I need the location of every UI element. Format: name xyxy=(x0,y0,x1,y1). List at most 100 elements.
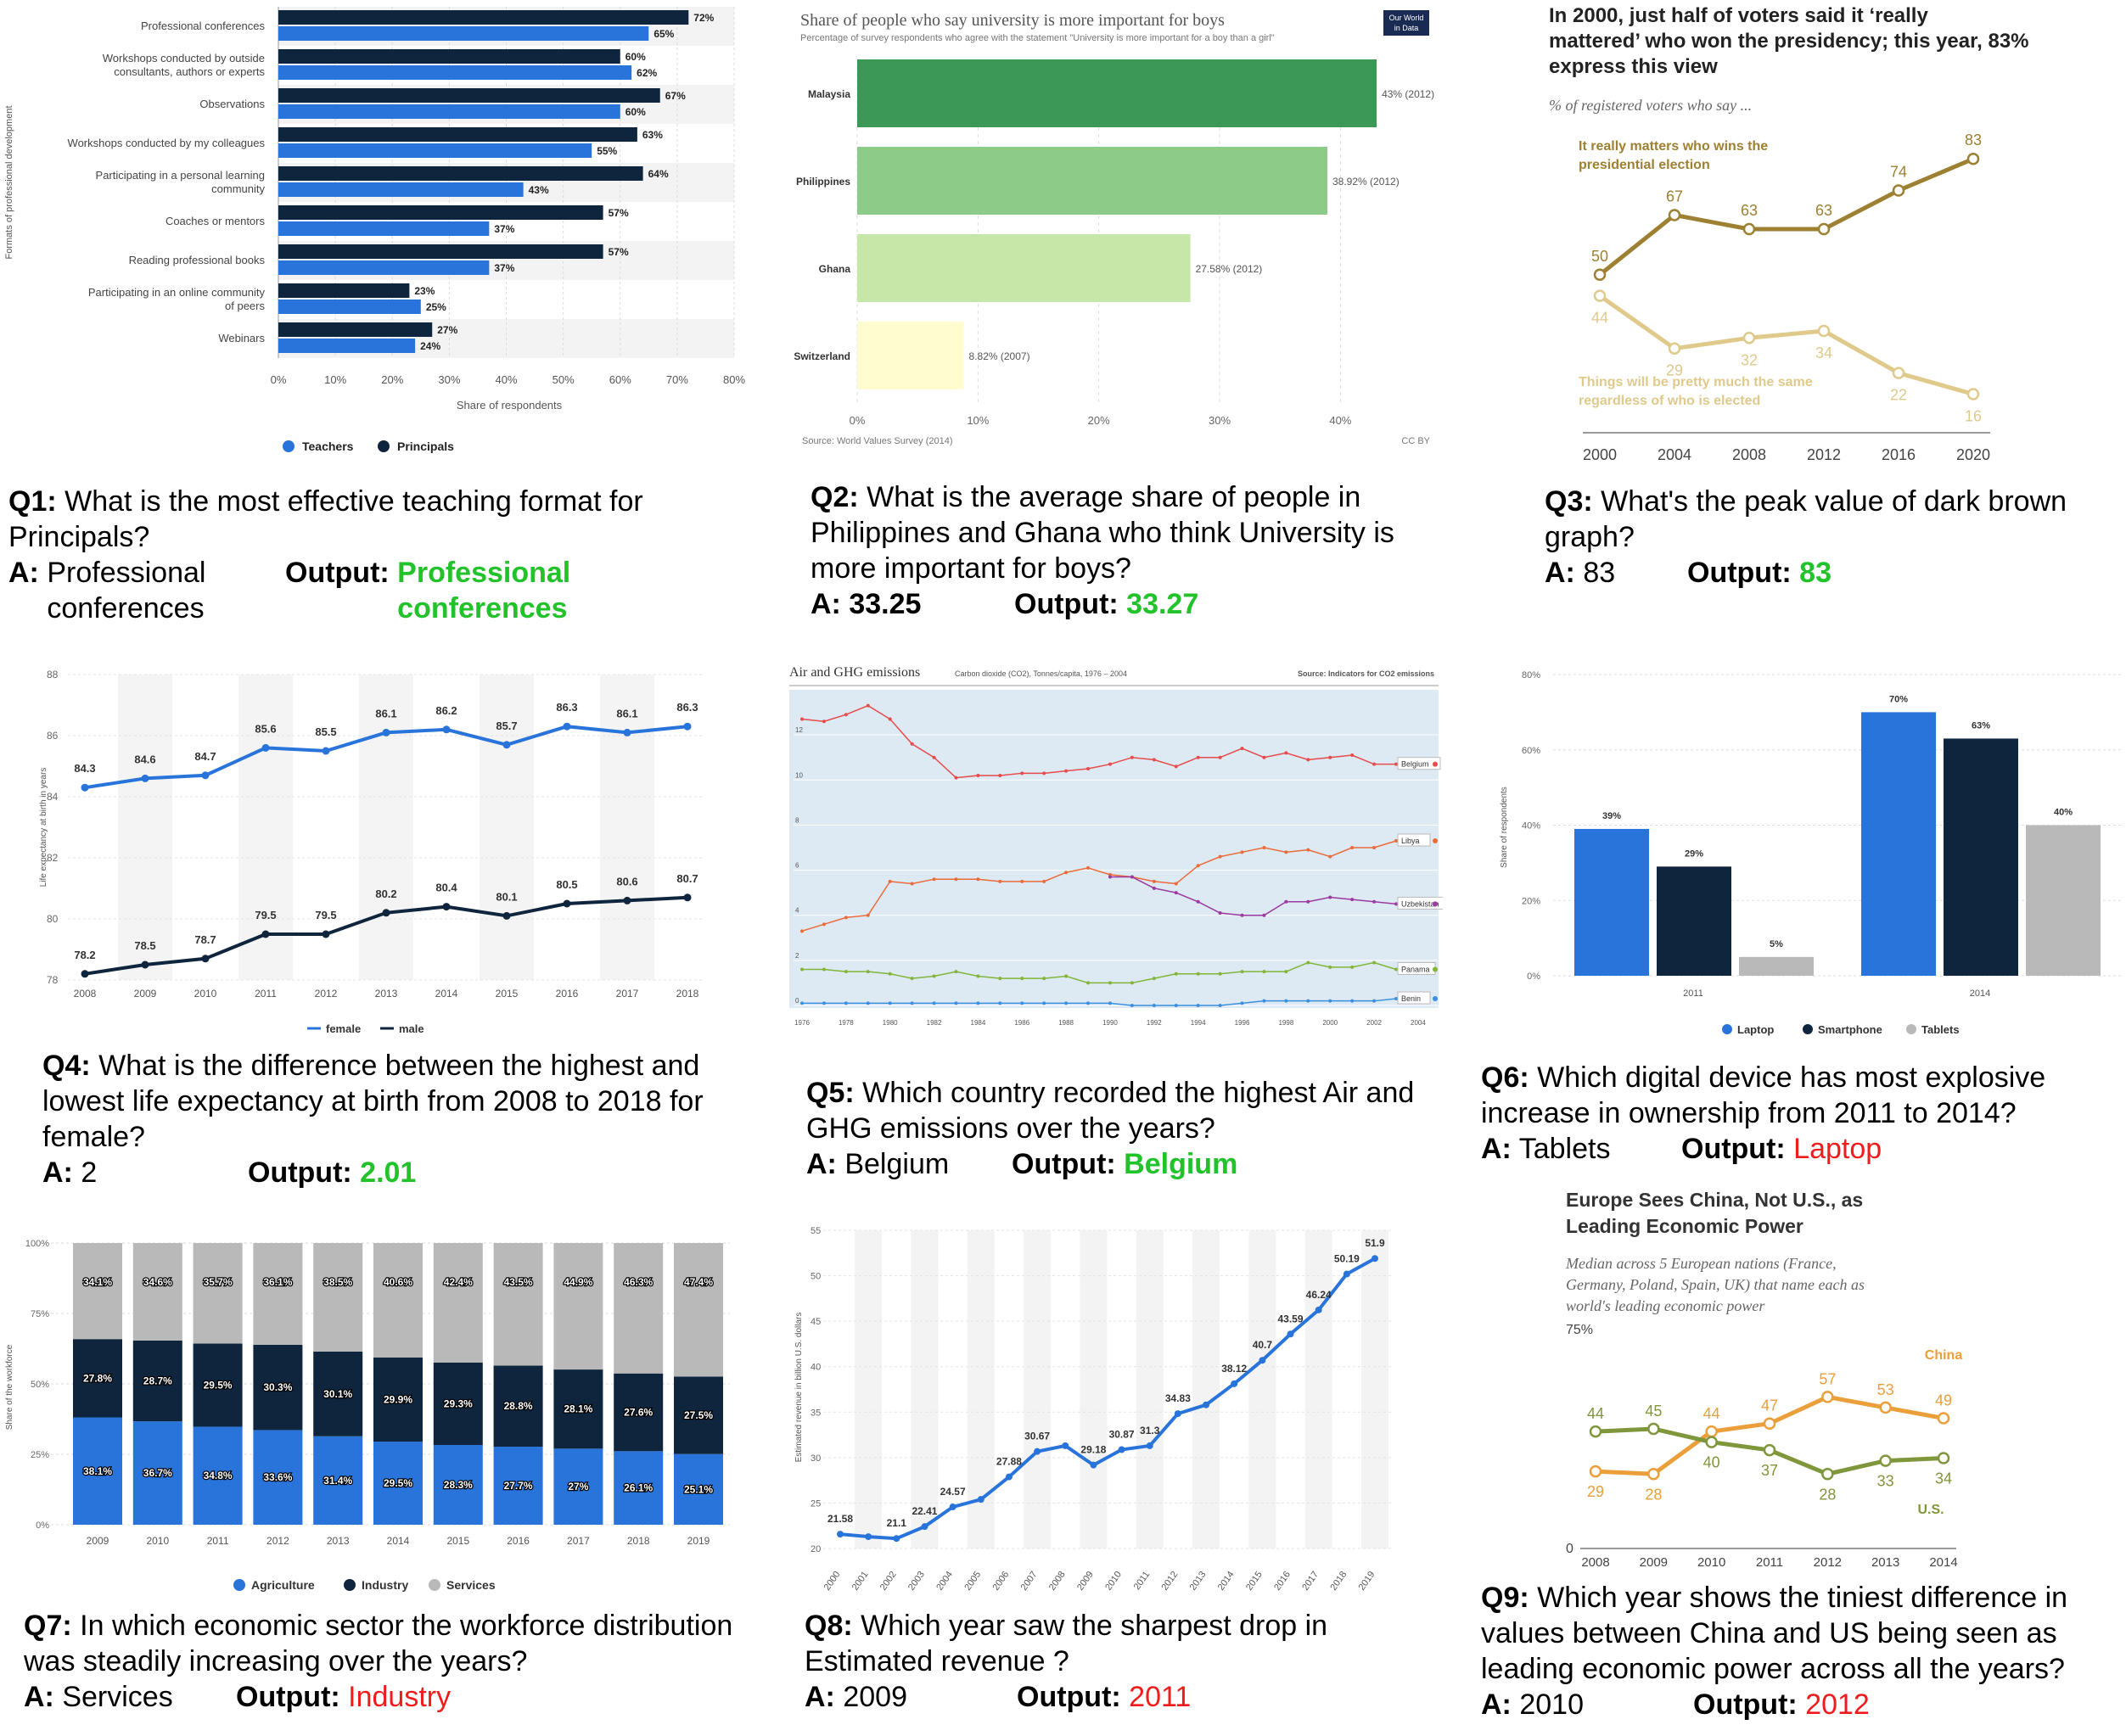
data-point xyxy=(1350,753,1355,758)
bar-teachers xyxy=(278,65,632,80)
answer-label: A: xyxy=(8,557,39,589)
bar-segment-agriculture xyxy=(313,1436,363,1525)
legend-dot xyxy=(429,1579,440,1591)
data-point xyxy=(1328,895,1332,899)
data-point xyxy=(998,879,1002,883)
chart-3-presidency: In 2000, just half of voters said it ‘re… xyxy=(1549,4,2029,463)
value-label: 29% xyxy=(1685,848,1703,859)
y-tick-label: 2 xyxy=(795,952,799,960)
data-point xyxy=(954,776,958,780)
data-label: 34 xyxy=(1935,1470,1952,1487)
data-point xyxy=(866,703,870,708)
data-point xyxy=(954,877,958,882)
bar-principals xyxy=(278,49,620,64)
x-tick-label: 70% xyxy=(666,373,688,386)
data-label: 85.7 xyxy=(496,720,517,732)
x-tick-label: 30% xyxy=(1209,414,1231,427)
segment-label: 27.8% xyxy=(83,1372,112,1384)
series-label: regardless of who is elected xyxy=(1579,394,1760,408)
data-point xyxy=(502,741,511,749)
legend-item: Agriculture xyxy=(251,1578,315,1592)
data-label: 85.6 xyxy=(255,722,276,735)
bar-segment-industry xyxy=(433,1362,483,1446)
qa-block-8: Q8: Which year saw the sharpest drop in … xyxy=(805,1608,1416,1715)
data-point xyxy=(954,1001,958,1005)
value-label: 57% xyxy=(609,207,629,219)
data-point xyxy=(866,1001,870,1005)
y-axis-title: Formats of professional development xyxy=(4,106,14,260)
y-tick-label: 20% xyxy=(1522,896,1540,906)
data-point xyxy=(822,967,826,972)
x-tick-label: 2011 xyxy=(1132,1570,1152,1592)
legend-male: male xyxy=(399,1022,424,1035)
x-tick-label: 40% xyxy=(1329,414,1351,427)
q-label: Q9: xyxy=(1481,1582,1529,1614)
data-point xyxy=(888,972,892,976)
data-point xyxy=(1879,1454,1892,1467)
y-tick-label: 0% xyxy=(1527,972,1540,982)
x-tick-label: 2010 xyxy=(1103,1570,1124,1593)
chart-subtitle: Median across 5 European nations (France… xyxy=(1565,1255,1837,1273)
value-label: 23% xyxy=(414,285,435,297)
series-end-marker xyxy=(1433,838,1438,844)
y-tick-label: 0% xyxy=(36,1520,49,1531)
data-point xyxy=(322,930,330,938)
bar-segment-industry xyxy=(313,1351,363,1436)
value-label: 39% xyxy=(1602,811,1621,821)
series-line-benin xyxy=(802,998,1397,1006)
data-label: 79.5 xyxy=(255,909,276,921)
data-point xyxy=(822,922,826,927)
series-tag xyxy=(1397,757,1441,770)
data-point xyxy=(1350,999,1355,1003)
output-label: Output: xyxy=(285,557,390,589)
bar-segment-services xyxy=(614,1243,664,1374)
data-point xyxy=(1042,879,1046,883)
data-point xyxy=(1042,771,1046,776)
y-tick-label: 25% xyxy=(31,1450,49,1460)
year-band xyxy=(118,675,172,980)
data-point xyxy=(1343,1270,1350,1278)
data-point xyxy=(1937,1452,1950,1464)
q-label: Q6: xyxy=(1481,1061,1529,1094)
data-point xyxy=(1372,899,1377,904)
output-label: Output: xyxy=(1681,1133,1786,1165)
data-label: 29 xyxy=(1666,362,1683,379)
data-point xyxy=(1647,1468,1660,1481)
chart-8-panel: 20 25 30 35 40 45 50 55 2000 2001 2002 2003 2004 2005… xyxy=(789,1218,1400,1608)
answer-text: Tablets xyxy=(1518,1133,1611,1165)
x-tick-label: 2008 xyxy=(1732,446,1766,463)
data-point xyxy=(1593,289,1607,302)
x-tick-label: 30% xyxy=(438,373,460,386)
series-label: Panama xyxy=(1401,965,1430,973)
data-point xyxy=(1742,332,1756,344)
data-label: 80.5 xyxy=(556,878,577,891)
x-tick-label: 1980 xyxy=(883,1019,898,1027)
data-point xyxy=(1328,999,1332,1003)
y-tick-label: 80 xyxy=(47,913,59,925)
output-text: Industry xyxy=(348,1681,452,1713)
qa-block-6: Q6: Which digital device has most explos… xyxy=(1481,1060,2075,1167)
x-tick-label: 0% xyxy=(850,414,866,427)
category-label: Participating in a personal learning xyxy=(96,169,265,182)
category-label: Malaysia xyxy=(808,88,850,100)
data-label: 63 xyxy=(1815,202,1832,219)
bar-principals xyxy=(278,88,660,103)
x-tick-label: 1992 xyxy=(1147,1019,1162,1027)
owid-logo-line: in Data xyxy=(1394,24,1419,32)
data-point xyxy=(1328,854,1332,859)
data-point xyxy=(1174,972,1178,976)
data-point xyxy=(1262,846,1266,849)
bar-segment-services xyxy=(553,1243,603,1370)
x-tick-label: 2015 xyxy=(496,988,519,1000)
category-label: Workshops conducted by my colleagues xyxy=(68,137,266,149)
y-tick-label: 45 xyxy=(811,1317,821,1327)
x-tick-label: 2014 xyxy=(1970,988,1990,999)
data-label: 74 xyxy=(1890,163,1907,180)
data-point xyxy=(1350,846,1355,849)
bar-segment-services xyxy=(373,1243,423,1358)
x-tick-label: 2009 xyxy=(1075,1570,1096,1593)
data-label: 32 xyxy=(1741,351,1758,368)
data-point xyxy=(1240,747,1244,751)
x-tick-label: 2015 xyxy=(446,1535,469,1547)
x-tick-label: 2004 xyxy=(934,1570,955,1593)
